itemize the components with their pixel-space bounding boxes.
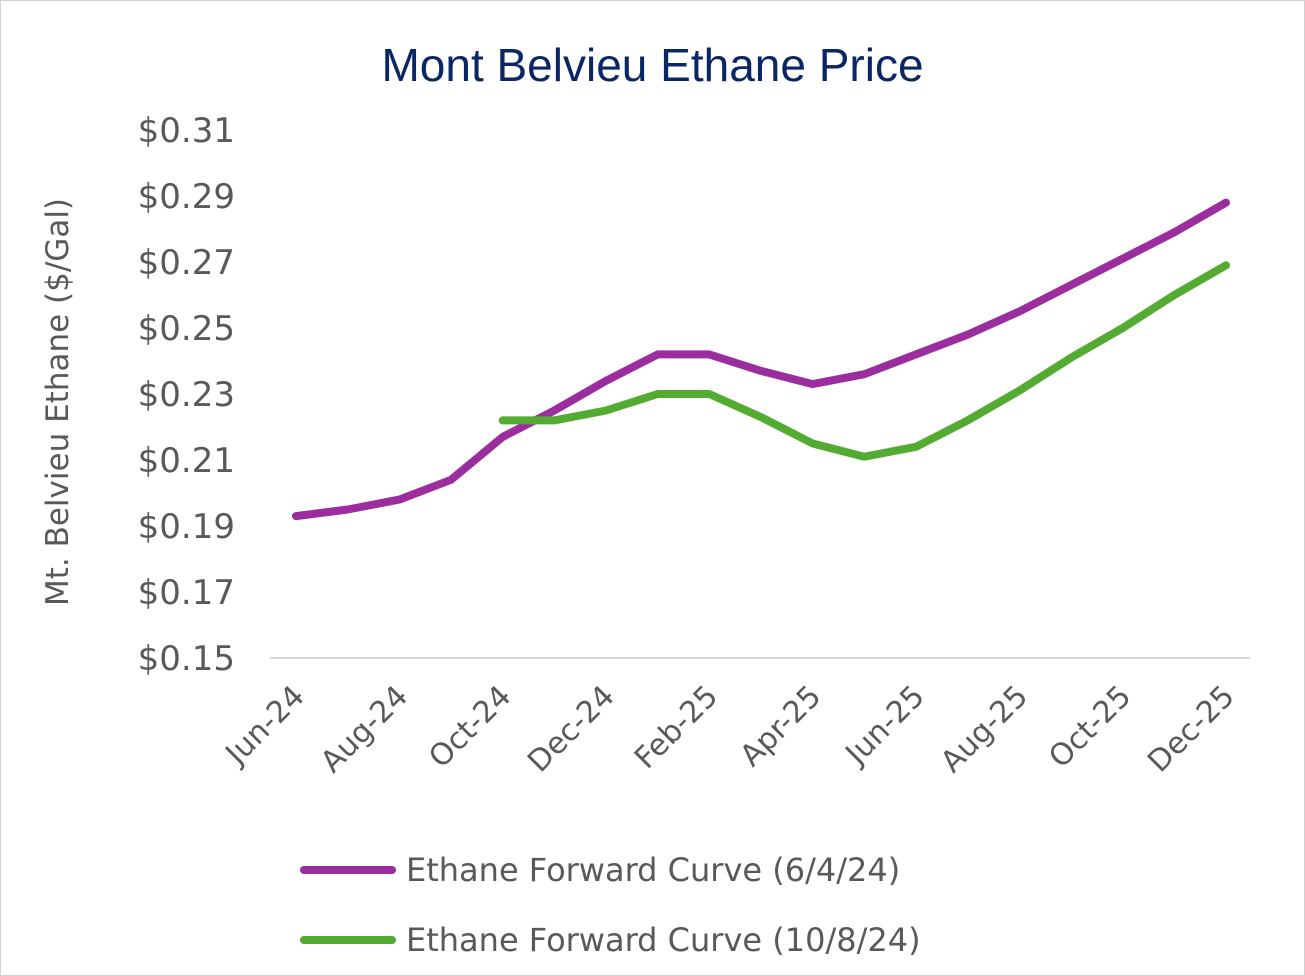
x-tick-label: Feb-25 — [628, 679, 725, 776]
y-tick-label: $0.25 — [138, 309, 235, 349]
legend-swatch-series-2 — [300, 936, 396, 944]
y-tick-label: $0.17 — [138, 573, 235, 613]
y-tick-label: $0.19 — [138, 507, 235, 547]
x-tick-label: Jun-24 — [218, 679, 312, 773]
y-tick-label: $0.29 — [138, 177, 235, 217]
y-axis-ticks: $0.15 $0.17 $0.19 $0.21 $0.23 $0.25 $0.27 $0.29… — [138, 111, 235, 679]
x-tick-label: Jun-25 — [838, 679, 932, 773]
y-tick-label: $0.31 — [138, 111, 235, 151]
legend-item-series-2: Ethane Forward Curve (10/8/24) — [300, 905, 921, 975]
x-axis-ticks: Jun-24 Aug-24 Oct-24 Dec-24 Feb-25 Apr-25 Jun-… — [218, 679, 1242, 780]
y-tick-label: $0.15 — [138, 639, 235, 679]
legend-label-series-2: Ethane Forward Curve (10/8/24) — [406, 921, 921, 959]
x-tick-label: Apr-25 — [734, 679, 829, 774]
legend-item-series-1: Ethane Forward Curve (6/4/24) — [300, 835, 921, 905]
x-tick-label: Oct-24 — [422, 679, 518, 775]
legend: Ethane Forward Curve (6/4/24) Ethane For… — [300, 835, 921, 975]
y-axis-title: Mt. Belvieu Ethane ($/Gal) — [40, 198, 76, 606]
series-lines — [292, 198, 1230, 521]
x-tick-label: Aug-25 — [934, 679, 1035, 780]
chart-title: Mont Belvieu Ethane Price — [381, 39, 924, 91]
legend-label-series-1: Ethane Forward Curve (6/4/24) — [406, 851, 901, 889]
series-line-1 — [292, 198, 1230, 521]
x-tick-label: Oct-25 — [1042, 679, 1138, 775]
x-tick-label: Dec-25 — [1141, 679, 1241, 779]
x-tick-label: Aug-24 — [314, 679, 415, 780]
x-tick-label: Dec-24 — [521, 679, 621, 779]
y-tick-label: $0.27 — [138, 243, 235, 283]
y-tick-label: $0.23 — [138, 375, 235, 415]
series-line-2 — [498, 261, 1230, 461]
y-tick-label: $0.21 — [138, 441, 235, 481]
legend-swatch-series-1 — [300, 866, 396, 874]
